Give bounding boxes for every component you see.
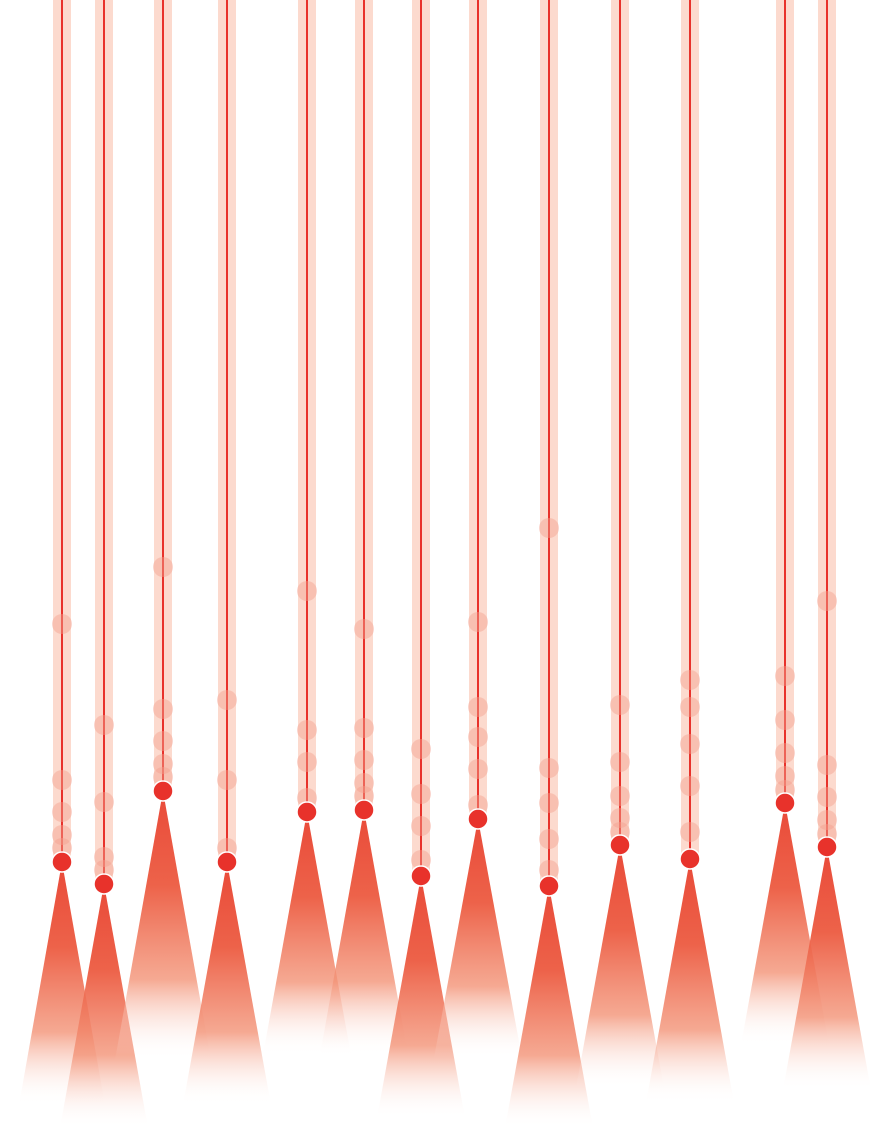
ghost-marker [297,752,317,772]
marker-dot [353,799,375,821]
ghost-marker [539,860,559,880]
ghost-marker [94,847,114,867]
ghost-marker [94,792,114,812]
ghost-marker [217,770,237,790]
marker-dot [296,801,318,823]
ghost-marker [817,810,837,830]
ghost-marker [153,699,173,719]
ghost-marker [354,750,374,770]
ghost-marker [539,518,559,538]
marker-dot [679,848,701,870]
ghost-markers-layer [52,518,837,880]
cones-layer [19,791,871,1128]
ghost-marker [539,829,559,849]
cone-shape [183,862,271,1105]
marker-dot [51,851,73,873]
cone-shape [646,859,734,1103]
cone-shape [263,812,351,1055]
ghost-marker [153,754,173,774]
cone-shape [783,847,871,1090]
ghost-marker [52,614,72,634]
ghost-marker [775,710,795,730]
ghost-marker [539,758,559,778]
marker-dot [93,873,115,895]
ghost-marker [468,759,488,779]
cone-shape [434,819,522,1058]
ghost-marker [411,784,431,804]
ghost-marker [680,776,700,796]
ghost-marker [468,727,488,747]
cone-shape [576,845,664,1088]
marker-dot [467,808,489,830]
ghost-marker [680,670,700,690]
marker-dot [538,875,560,897]
ghost-marker [468,697,488,717]
stems-layer [61,0,828,886]
ghost-marker [817,591,837,611]
ghost-marker [297,581,317,601]
ghost-marker [153,731,173,751]
ghost-marker [153,557,173,577]
ghost-marker [411,850,431,870]
cone-shape [320,810,408,1055]
marker-dot [152,780,174,802]
ghost-marker [52,770,72,790]
ghost-marker [775,666,795,686]
ghost-marker [610,695,630,715]
ghost-marker [411,739,431,759]
marker-dot [774,792,796,814]
marker-dot [216,851,238,873]
background-bands [53,0,836,886]
ghost-marker [297,720,317,740]
ghost-marker [217,690,237,710]
ghost-marker [539,793,559,813]
cone-shape [60,884,148,1128]
cone-shape [115,791,211,1060]
marker-dot [410,865,432,887]
ghost-marker [817,787,837,807]
ghost-marker [610,786,630,806]
markers-layer [51,780,838,897]
ghost-marker [680,734,700,754]
ghost-marker [775,766,795,786]
ghost-marker [680,822,700,842]
ghost-marker [94,715,114,735]
ghost-marker [354,619,374,639]
ghost-marker [775,743,795,763]
ghost-marker [610,808,630,828]
ghost-marker [52,825,72,845]
ghost-marker [468,612,488,632]
ghost-marker [817,755,837,775]
ghost-marker [354,773,374,793]
ghost-marker [52,802,72,822]
ghost-marker [411,816,431,836]
ghost-marker [680,697,700,717]
ghost-marker [610,752,630,772]
ghost-marker [354,718,374,738]
marker-dot [816,836,838,858]
cone-shape [505,886,593,1128]
marker-dot [609,834,631,856]
